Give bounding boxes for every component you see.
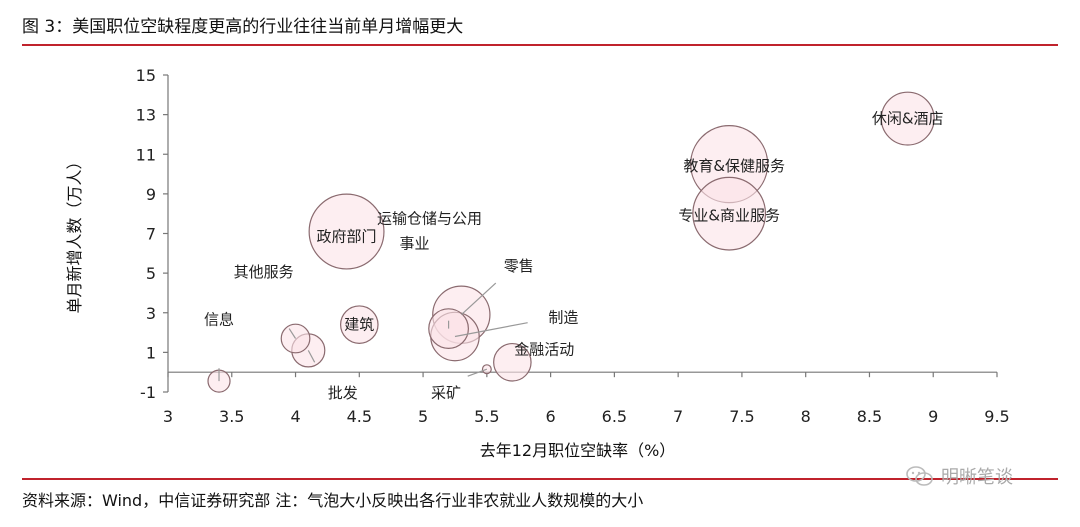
leader-line xyxy=(288,328,297,339)
bubble-label: 制造 xyxy=(548,309,578,327)
y-tick-label: 15 xyxy=(136,66,156,85)
bubble-label: 专业&商业服务 xyxy=(678,207,780,225)
bubble-label: 金融活动 xyxy=(514,340,574,358)
x-tick-label: 9 xyxy=(928,407,938,426)
x-tick-label: 6 xyxy=(546,407,556,426)
y-tick-label: 3 xyxy=(146,304,156,323)
y-tick-label: -1 xyxy=(140,383,156,402)
bubble-label: 批发 xyxy=(328,384,358,402)
source-rule xyxy=(22,478,1058,480)
bubble xyxy=(493,342,532,382)
x-tick-label: 9.5 xyxy=(984,407,1009,426)
leader-line xyxy=(454,322,528,338)
bubble-label: 其他服务 xyxy=(234,263,294,281)
bubble-label: 运输仓储与公用事业 xyxy=(377,210,482,253)
x-tick-label: 3.5 xyxy=(219,407,244,426)
y-tick-label: 11 xyxy=(136,145,156,164)
x-tick-label: 4.5 xyxy=(347,407,372,426)
bubble xyxy=(280,323,311,354)
y-tick-label: 9 xyxy=(146,185,156,204)
bubble-label: 政府部门 xyxy=(317,228,377,246)
leader-lines xyxy=(218,282,528,382)
bubble-label: 建筑 xyxy=(344,316,374,334)
title-rule xyxy=(22,44,1058,46)
x-tick-label: 7.5 xyxy=(729,407,754,426)
x-tick-label: 4 xyxy=(290,407,300,426)
y-tick-label: 1 xyxy=(146,343,156,362)
leader-line xyxy=(307,350,316,363)
x-tick-label: 5.5 xyxy=(474,407,499,426)
bubble-label-line: 事业 xyxy=(399,235,429,253)
x-tick-label: 7 xyxy=(673,407,683,426)
bubble-label-line: 运输仓储与公用 xyxy=(377,210,482,228)
x-tick-label: 5 xyxy=(418,407,428,426)
watermark: 明晰笔谈 xyxy=(905,461,1055,491)
x-axis-title: 去年12月职位空缺率（%） xyxy=(480,441,676,460)
bubble xyxy=(308,193,385,270)
source-note: 资料来源：Wind，中信证券研究部 注：气泡大小反映出各行业非农就业人数规模的大… xyxy=(22,491,644,510)
bubble xyxy=(880,91,935,146)
x-tick-label: 8 xyxy=(801,407,811,426)
bubble-label: 信息 xyxy=(204,311,234,329)
y-tick-label: 13 xyxy=(136,106,156,125)
bubble-label: 零售 xyxy=(504,257,534,275)
leader-line xyxy=(467,368,488,377)
x-tick-label: 6.5 xyxy=(602,407,627,426)
bubble xyxy=(428,308,469,350)
watermark-text: 明晰笔谈 xyxy=(941,467,1013,488)
x-ticks: 3 3.5 4 4.5 5 5.5 6 6.5 7 7.5 8 8.5 9 9.5 xyxy=(163,372,1010,426)
x-tick-label: 8.5 xyxy=(857,407,882,426)
wechat-icon xyxy=(906,466,933,486)
bubble xyxy=(692,176,767,251)
y-axis-title: 单月新增人数（万人） xyxy=(65,153,84,313)
leader-line xyxy=(460,282,497,316)
bubble xyxy=(340,305,379,344)
y-tick-label: 7 xyxy=(146,225,156,244)
bubble-label: 休闲&酒店 xyxy=(872,110,944,128)
bubble-label: 教育&保健服务 xyxy=(683,157,785,175)
bubble-label: 采矿 xyxy=(431,384,461,402)
x-tick-label: 3 xyxy=(163,407,173,426)
figure-title: 图 3：美国职位空缺程度更高的行业往往当前单月增幅更大 xyxy=(22,17,464,37)
y-tick-label: 5 xyxy=(146,264,156,283)
